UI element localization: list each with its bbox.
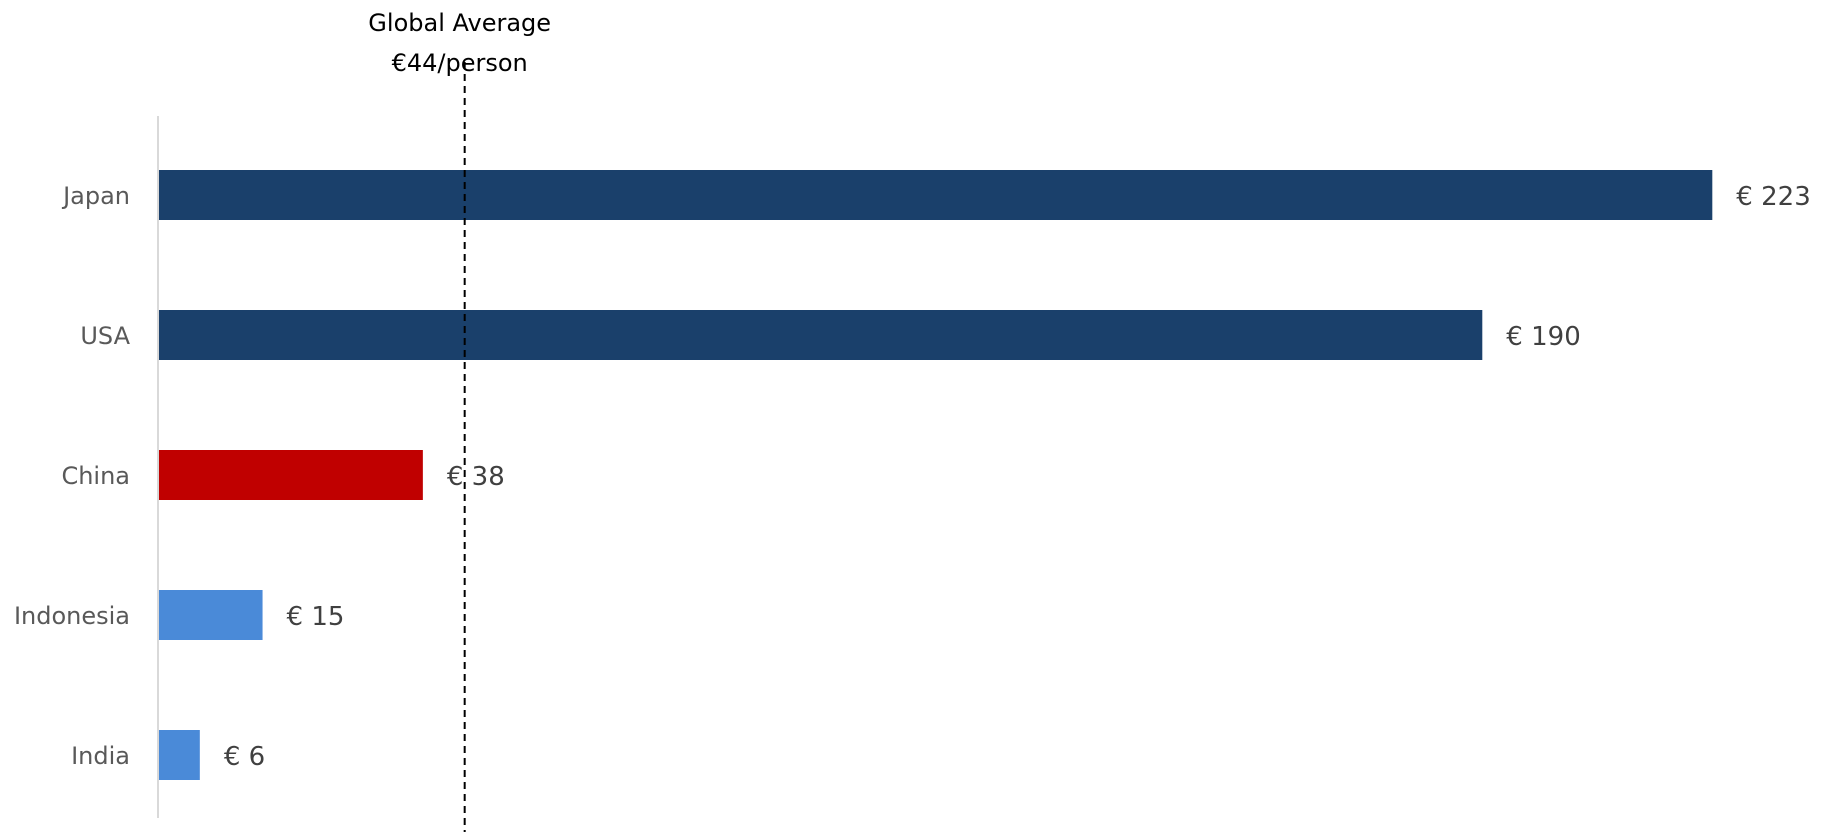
bars-layer — [158, 170, 1713, 780]
category-label-japan: Japan — [61, 182, 130, 210]
value-labels: € 223 € 190 € 38 € 15 € 6 — [224, 182, 1811, 772]
category-label-indonesia: Indonesia — [14, 602, 130, 630]
value-label-china: € 38 — [447, 462, 505, 492]
bar-japan — [158, 170, 1713, 220]
bar-usa — [158, 310, 1483, 360]
category-label-china: China — [61, 462, 130, 490]
value-label-india: € 6 — [224, 742, 265, 772]
bar-india — [158, 730, 200, 780]
global-average-value-label: €44/person — [392, 49, 528, 77]
bar-indonesia — [158, 590, 263, 640]
category-label-usa: USA — [80, 322, 130, 350]
category-labels: Japan USA China Indonesia India — [14, 182, 131, 770]
bar-china — [158, 450, 423, 500]
global-average-label: Global Average — [368, 9, 551, 37]
category-label-india: India — [71, 742, 130, 770]
value-label-japan: € 223 — [1736, 182, 1810, 212]
value-label-usa: € 190 — [1506, 322, 1580, 352]
value-label-indonesia: € 15 — [287, 602, 345, 632]
